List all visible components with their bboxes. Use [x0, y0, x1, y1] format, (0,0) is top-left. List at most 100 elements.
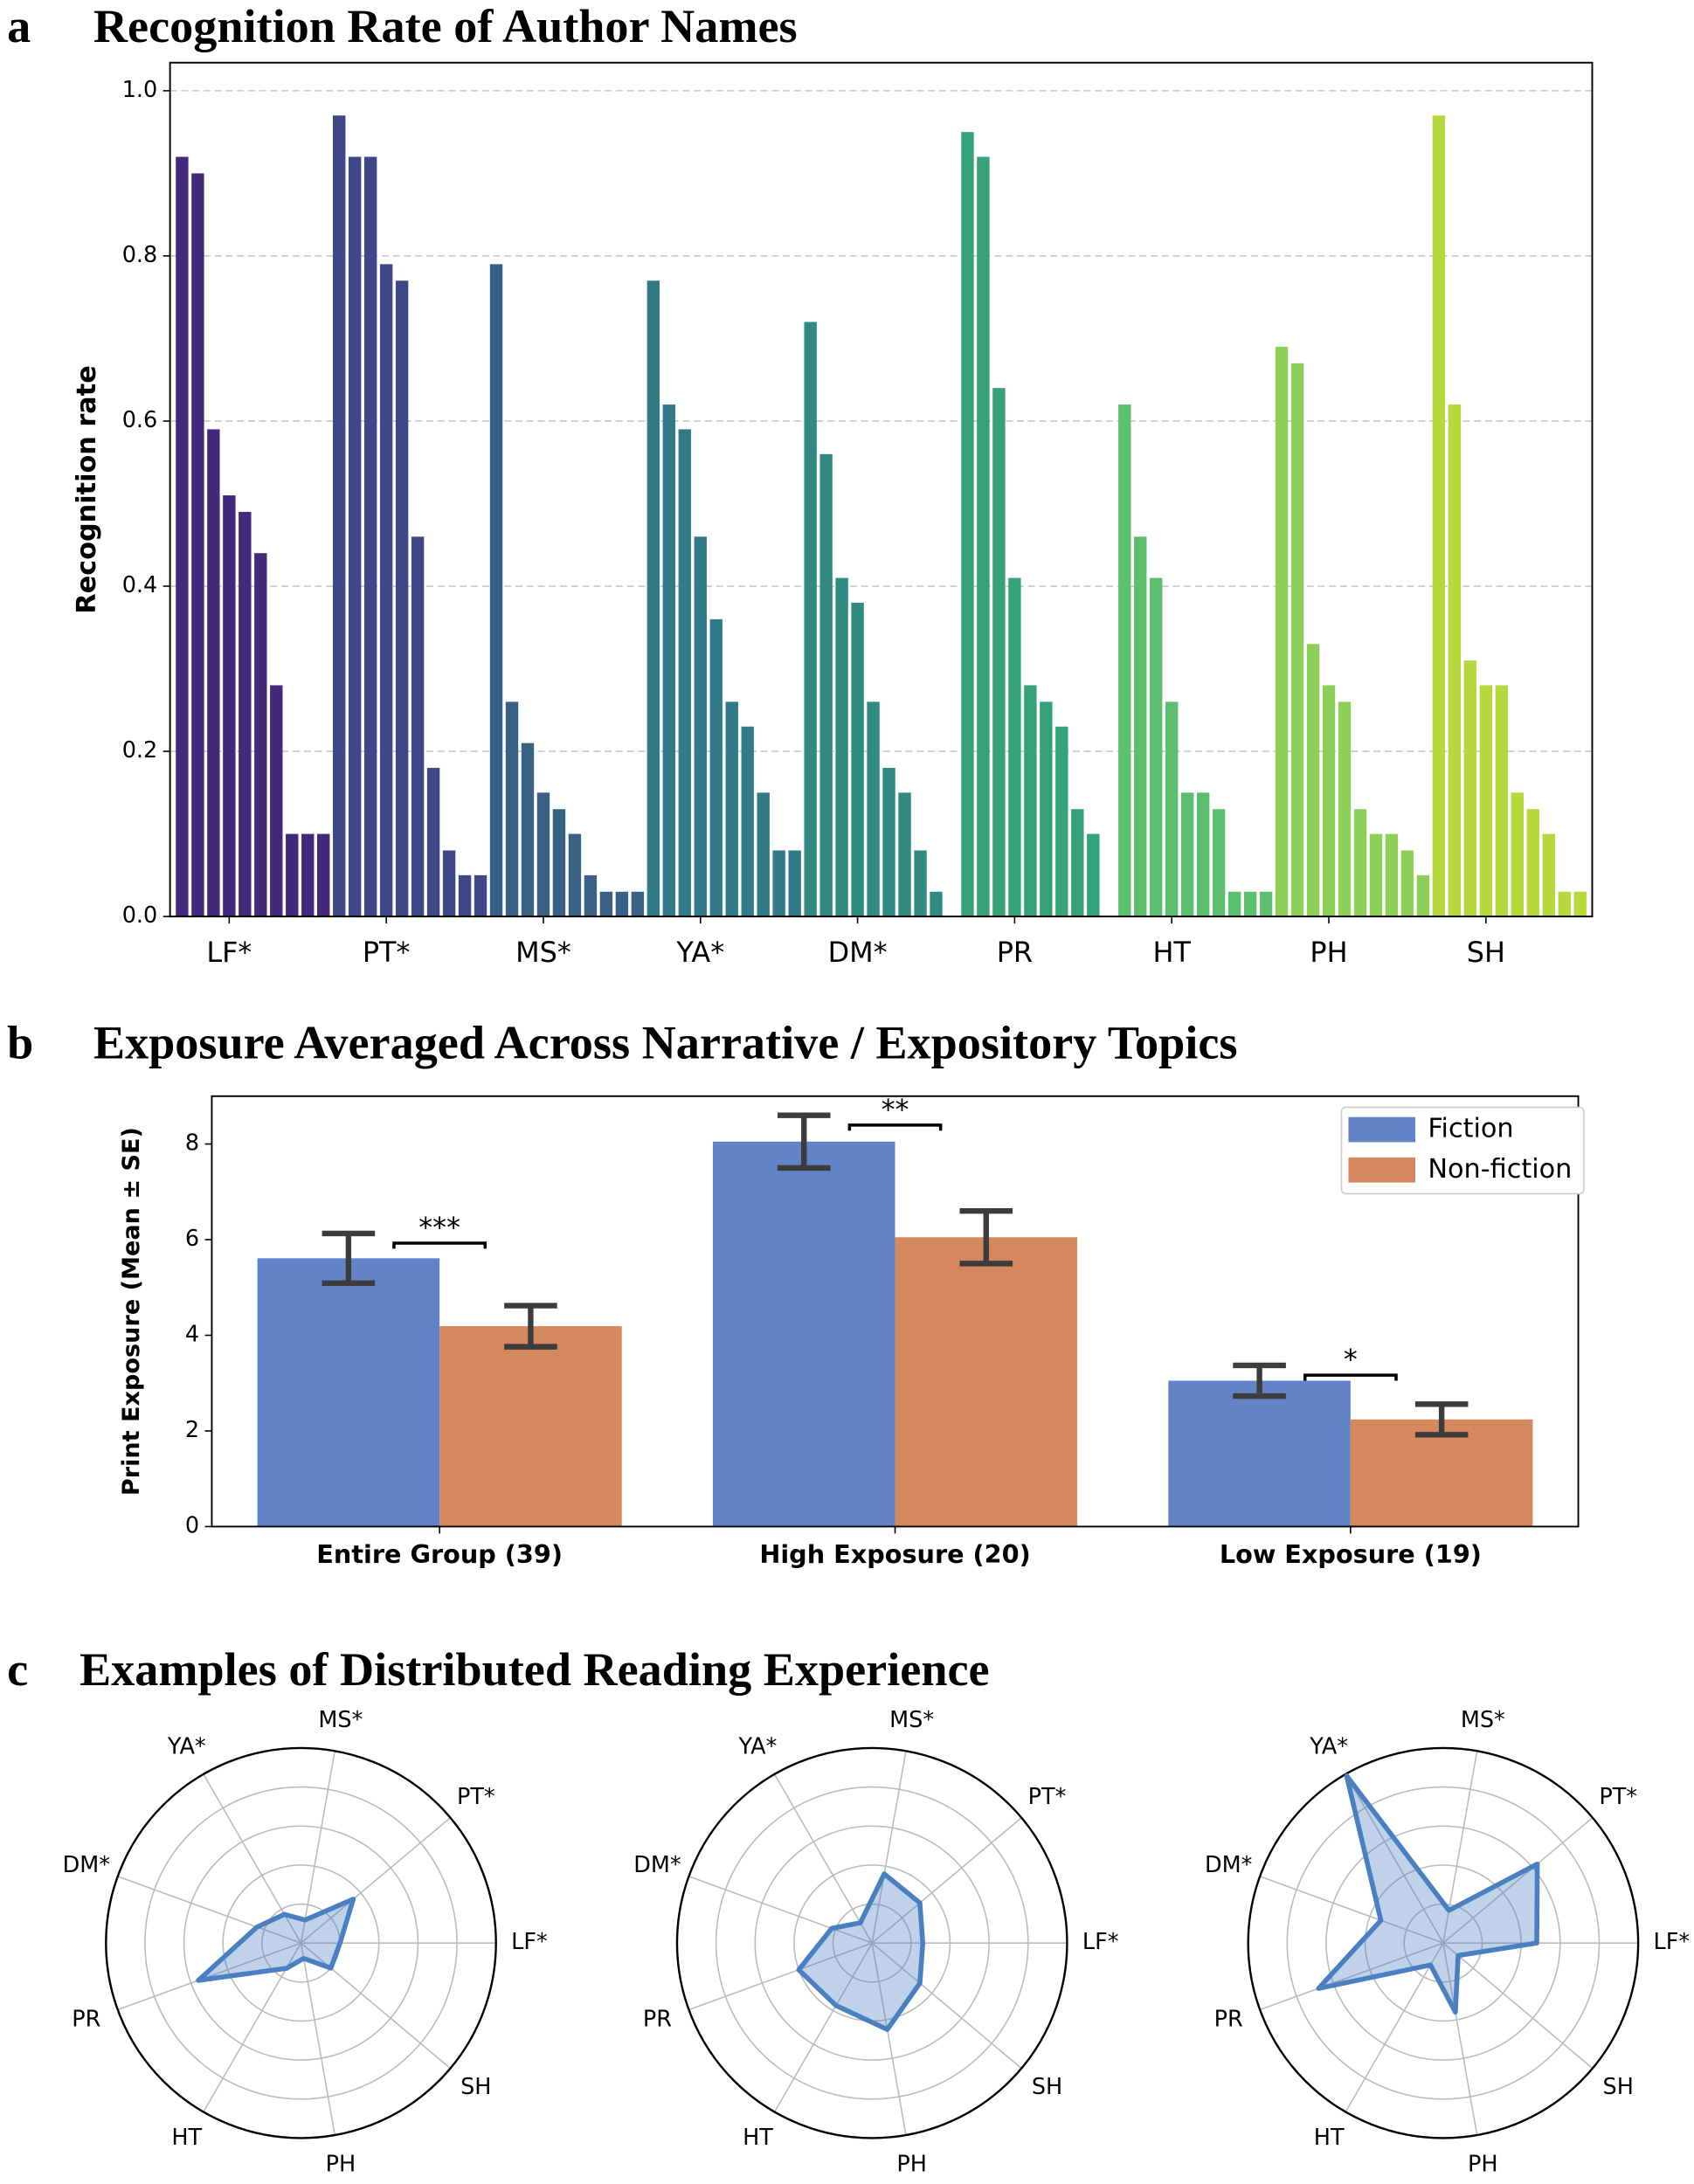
- bar: [1495, 685, 1509, 917]
- y-tick-label: 6: [185, 1226, 199, 1252]
- error-bar: [1414, 1401, 1469, 1438]
- spoke: [1259, 1942, 1444, 2011]
- bar: [1243, 891, 1257, 917]
- x-tick-label: Entire Group (39): [316, 1539, 563, 1569]
- bar: [505, 702, 519, 917]
- bar: [521, 743, 535, 917]
- bar: [584, 874, 598, 917]
- spoke: [1259, 1876, 1444, 1944]
- axis-label: LF*: [1082, 1929, 1119, 1955]
- axis-label: HT: [171, 2125, 202, 2151]
- bar: [1259, 891, 1273, 917]
- significance-bracket: [392, 1241, 487, 1249]
- axis-label: YA*: [167, 1733, 206, 1759]
- axis-label: MS*: [1461, 1707, 1505, 1733]
- bar: [568, 833, 582, 917]
- bar: [819, 453, 833, 917]
- bar: [1196, 792, 1210, 917]
- significance-label: **: [882, 1093, 909, 1126]
- bar: [977, 156, 990, 917]
- bar: [1055, 726, 1068, 917]
- x-tick-label: DM*: [828, 936, 888, 969]
- bar: [1369, 833, 1383, 917]
- bar: [788, 850, 801, 917]
- error-bar: [1233, 1362, 1286, 1400]
- significance-bracket: [847, 1123, 943, 1131]
- panel-letter: a: [7, 0, 31, 52]
- y-tick-label: 0: [185, 1512, 199, 1538]
- bar: [1479, 685, 1493, 917]
- outer-ring: [675, 1746, 1068, 2139]
- y-tick-label: 8: [185, 1130, 199, 1157]
- spoke: [300, 1751, 336, 1944]
- x-tick-label: MS*: [515, 936, 571, 969]
- bar: [1400, 850, 1414, 917]
- radar-area: [1316, 1773, 1540, 2015]
- spoke: [1345, 1773, 1444, 1944]
- bar: [772, 850, 785, 917]
- chart-title: Exposure Averaged Across Narrative / Exp…: [93, 1017, 1238, 1069]
- bar: [741, 726, 754, 917]
- bar: [867, 702, 880, 917]
- spoke: [300, 1943, 336, 2136]
- y-tick-label: 0.4: [122, 572, 158, 598]
- axis-label: YA*: [738, 1733, 778, 1759]
- spoke: [688, 1876, 873, 1944]
- bar: [270, 685, 283, 917]
- spoke: [1442, 1942, 1594, 2070]
- bar: [317, 833, 330, 917]
- legend-swatch: [1348, 1157, 1416, 1183]
- bar: [615, 891, 629, 917]
- bar: [239, 511, 252, 917]
- legend-label: Fiction: [1428, 1114, 1513, 1144]
- spoke: [117, 1942, 301, 2011]
- bar: [631, 891, 645, 917]
- bar: [426, 767, 440, 917]
- x-tick-label: YA*: [675, 936, 724, 969]
- axis-label: LF*: [511, 1929, 548, 1955]
- spoke: [1442, 1817, 1594, 1944]
- radar-area: [196, 1897, 356, 1983]
- bar: [1322, 685, 1336, 917]
- spoke: [300, 1817, 452, 1944]
- x-tick-label: HT: [1152, 936, 1191, 969]
- bar: [536, 792, 550, 917]
- bar: [1542, 833, 1555, 917]
- legend-label: Non-fiction: [1428, 1154, 1572, 1185]
- bar: [191, 173, 204, 917]
- bar: [1181, 792, 1194, 917]
- bar: [379, 264, 393, 917]
- panel-letter: c: [7, 1643, 28, 1696]
- bar: [1087, 833, 1100, 917]
- bar: [1385, 833, 1399, 917]
- error-bar: [322, 1230, 376, 1287]
- axis-label: DM*: [63, 1852, 110, 1878]
- bar: [895, 1237, 1078, 1527]
- bar: [662, 404, 676, 917]
- chart-title: Examples of Distributed Reading Experien…: [80, 1643, 990, 1696]
- significance-bracket: [1303, 1373, 1398, 1381]
- axis-label: PR: [72, 2007, 100, 2033]
- bar: [898, 792, 911, 917]
- bar: [1134, 536, 1147, 917]
- axis-label: SH: [460, 2074, 491, 2100]
- x-tick-label: SH: [1467, 936, 1505, 969]
- plot-frame: [211, 1095, 1580, 1528]
- bar: [1353, 809, 1367, 917]
- bar: [1118, 404, 1131, 917]
- bar: [254, 553, 267, 917]
- bar: [1338, 702, 1352, 917]
- bar: [599, 891, 613, 917]
- spoke: [871, 1942, 1022, 2070]
- bar: [914, 850, 927, 917]
- bar: [439, 1326, 622, 1527]
- bar: [694, 536, 707, 917]
- bar: [1040, 702, 1053, 917]
- axis-label: SH: [1603, 2074, 1634, 2100]
- axis-label: PR: [1214, 2007, 1243, 2033]
- y-tick-label: 0.6: [122, 407, 158, 433]
- spoke: [1442, 1943, 1478, 2136]
- bar: [1511, 792, 1524, 917]
- y-tick-label: 0.8: [122, 242, 158, 268]
- y-tick-label: 0.2: [122, 737, 158, 764]
